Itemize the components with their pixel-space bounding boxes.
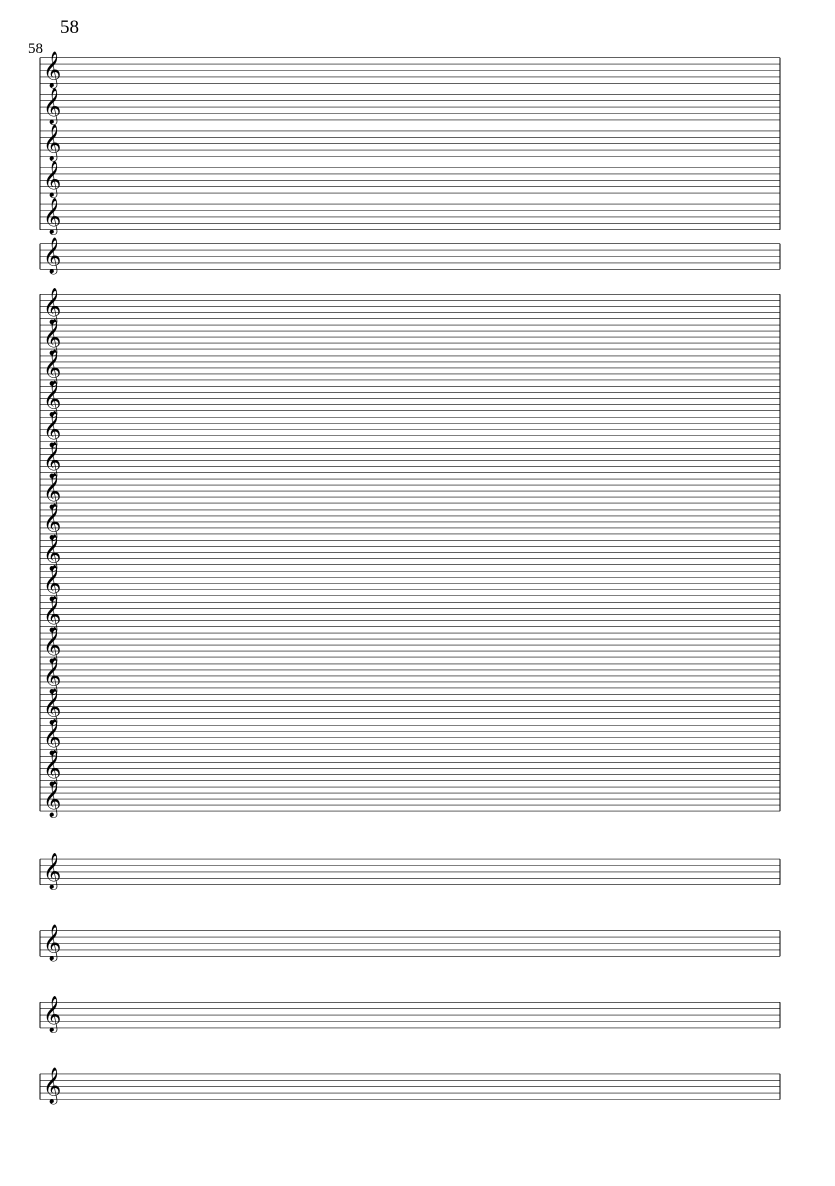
svg-text:𝄞: 𝄞 [43,161,61,198]
svg-text:𝄞: 𝄞 [43,51,61,88]
svg-text:𝄞: 𝄞 [43,125,61,162]
svg-text:𝄞: 𝄞 [43,88,61,125]
svg-text:𝄞: 𝄞 [43,924,61,961]
svg-text:𝄞: 𝄞 [43,237,61,274]
svg-text:𝄞: 𝄞 [43,781,61,818]
svg-text:𝄞: 𝄞 [43,996,61,1033]
svg-text:𝄞: 𝄞 [43,853,61,890]
svg-text:58: 58 [60,17,79,38]
svg-text:𝄞: 𝄞 [43,198,61,235]
svg-text:58: 58 [28,41,43,57]
svg-text:𝄞: 𝄞 [43,1068,61,1105]
